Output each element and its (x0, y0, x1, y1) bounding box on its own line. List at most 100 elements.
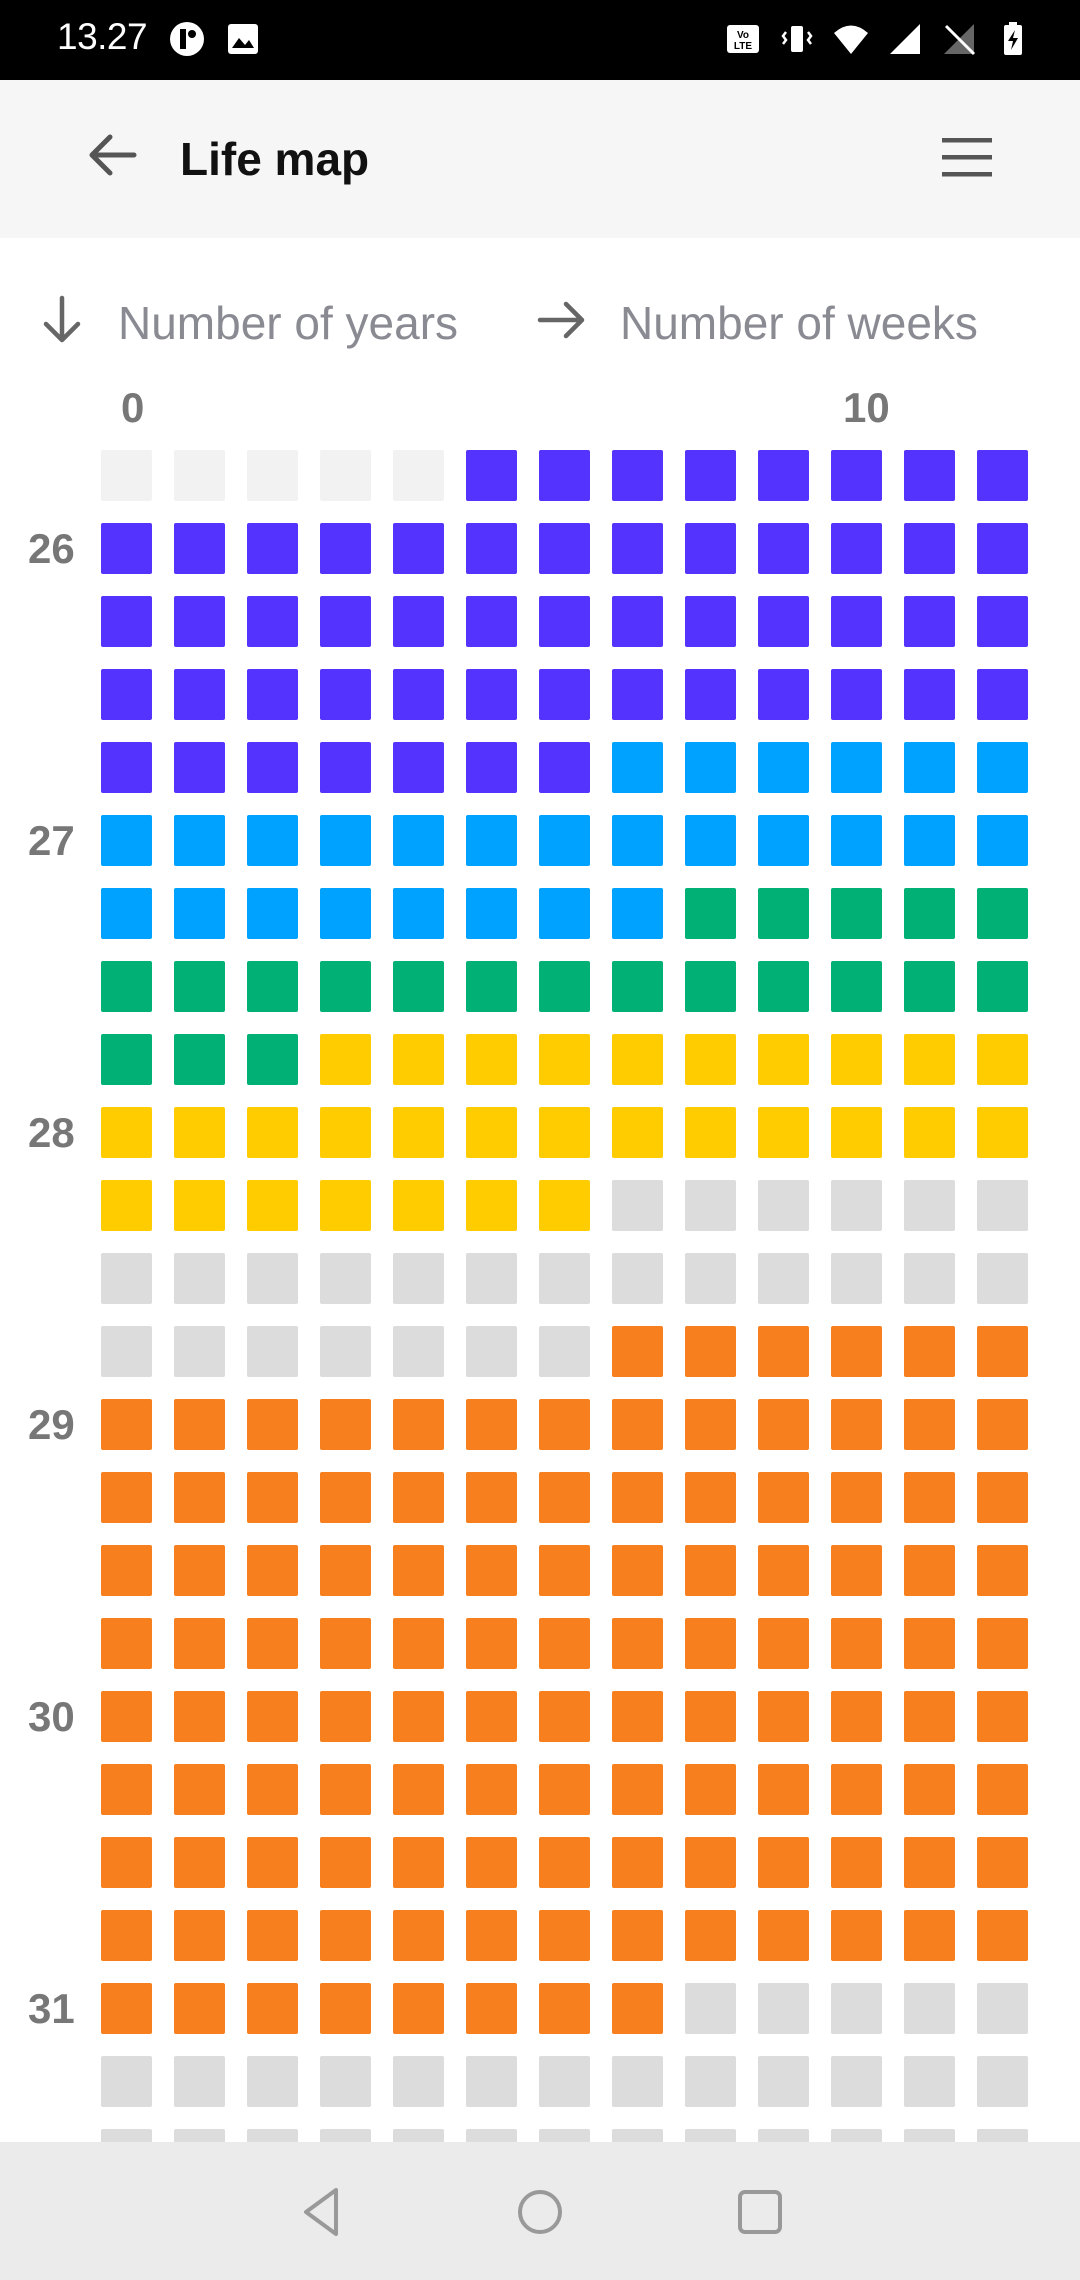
week-cell[interactable] (393, 1180, 444, 1231)
week-cell[interactable] (612, 2056, 663, 2107)
week-cell[interactable] (977, 1253, 1028, 1304)
week-cell[interactable] (685, 1764, 736, 1815)
week-cell[interactable] (466, 1983, 517, 2034)
week-cell[interactable] (320, 2056, 371, 2107)
week-cell[interactable] (101, 961, 152, 1012)
week-cell[interactable] (101, 1107, 152, 1158)
week-cell[interactable] (539, 1837, 590, 1888)
week-cell[interactable] (539, 888, 590, 939)
week-cell[interactable] (758, 1837, 809, 1888)
week-cell[interactable] (247, 1764, 298, 1815)
week-cell[interactable] (393, 815, 444, 866)
week-cell[interactable] (539, 1764, 590, 1815)
week-cell[interactable] (393, 1691, 444, 1742)
week-cell[interactable] (977, 1764, 1028, 1815)
week-cell[interactable] (904, 1910, 955, 1961)
week-cell[interactable] (393, 1326, 444, 1377)
week-cell[interactable] (539, 1253, 590, 1304)
week-cell[interactable] (831, 1253, 882, 1304)
week-cell[interactable] (393, 1983, 444, 2034)
week-cell[interactable] (612, 1253, 663, 1304)
week-cell[interactable] (247, 2129, 298, 2142)
week-cell[interactable] (685, 1180, 736, 1231)
week-cell[interactable] (612, 1910, 663, 1961)
week-cell[interactable] (174, 1910, 225, 1961)
week-cell[interactable] (977, 742, 1028, 793)
week-cell[interactable] (758, 1545, 809, 1596)
week-cell[interactable] (685, 888, 736, 939)
week-cell[interactable] (612, 1034, 663, 1085)
week-cell[interactable] (174, 1326, 225, 1377)
week-cell[interactable] (466, 1764, 517, 1815)
week-cell[interactable] (174, 1034, 225, 1085)
week-cell[interactable] (977, 961, 1028, 1012)
nav-back-icon[interactable] (292, 2182, 352, 2242)
week-cell[interactable] (758, 596, 809, 647)
week-cell[interactable] (393, 1472, 444, 1523)
week-cell[interactable] (904, 450, 955, 501)
week-cell[interactable] (174, 1691, 225, 1742)
week-cell[interactable] (612, 1618, 663, 1669)
week-cell[interactable] (904, 1691, 955, 1742)
week-cell[interactable] (904, 888, 955, 939)
week-cell[interactable] (904, 742, 955, 793)
week-cell[interactable] (612, 2129, 663, 2142)
week-cell[interactable] (977, 1034, 1028, 1085)
week-cell[interactable] (320, 742, 371, 793)
week-cell[interactable] (247, 1034, 298, 1085)
week-cell[interactable] (320, 1910, 371, 1961)
week-cell[interactable] (831, 1837, 882, 1888)
week-cell[interactable] (466, 1107, 517, 1158)
week-cell[interactable] (685, 523, 736, 574)
week-cell[interactable] (393, 1910, 444, 1961)
week-cell[interactable] (685, 1618, 736, 1669)
week-cell[interactable] (320, 1691, 371, 1742)
week-cell[interactable] (174, 1180, 225, 1231)
week-cell[interactable] (539, 1545, 590, 1596)
week-cell[interactable] (247, 1180, 298, 1231)
week-cell[interactable] (247, 450, 298, 501)
week-cell[interactable] (831, 1983, 882, 2034)
week-cell[interactable] (758, 1034, 809, 1085)
week-cell[interactable] (247, 1691, 298, 1742)
week-cell[interactable] (758, 888, 809, 939)
week-cell[interactable] (612, 888, 663, 939)
week-cell[interactable] (174, 1472, 225, 1523)
week-cell[interactable] (393, 888, 444, 939)
week-cell[interactable] (831, 2129, 882, 2142)
week-cell[interactable] (174, 1764, 225, 1815)
week-cell[interactable] (685, 1983, 736, 2034)
week-cell[interactable] (247, 1545, 298, 1596)
week-cell[interactable] (393, 1107, 444, 1158)
week-cell[interactable] (320, 1983, 371, 2034)
week-cell[interactable] (685, 2056, 736, 2107)
week-cell[interactable] (539, 596, 590, 647)
week-cell[interactable] (904, 961, 955, 1012)
week-cell[interactable] (101, 1399, 152, 1450)
week-cell[interactable] (320, 1326, 371, 1377)
week-cell[interactable] (685, 1399, 736, 1450)
week-cell[interactable] (612, 669, 663, 720)
week-cell[interactable] (758, 450, 809, 501)
week-cell[interactable] (174, 742, 225, 793)
week-cell[interactable] (612, 1837, 663, 1888)
week-cell[interactable] (101, 888, 152, 939)
week-cell[interactable] (831, 1764, 882, 1815)
week-cell[interactable] (466, 2129, 517, 2142)
week-cell[interactable] (539, 1983, 590, 2034)
week-cell[interactable] (466, 523, 517, 574)
week-cell[interactable] (320, 2129, 371, 2142)
week-cell[interactable] (320, 669, 371, 720)
week-cell[interactable] (393, 669, 444, 720)
week-cell[interactable] (466, 742, 517, 793)
week-cell[interactable] (904, 815, 955, 866)
week-cell[interactable] (101, 669, 152, 720)
week-cell[interactable] (685, 2129, 736, 2142)
week-cell[interactable] (612, 596, 663, 647)
week-cell[interactable] (101, 1764, 152, 1815)
week-cell[interactable] (393, 2056, 444, 2107)
week-cell[interactable] (539, 669, 590, 720)
week-cell[interactable] (831, 1618, 882, 1669)
week-cell[interactable] (977, 1910, 1028, 1961)
week-cell[interactable] (758, 815, 809, 866)
